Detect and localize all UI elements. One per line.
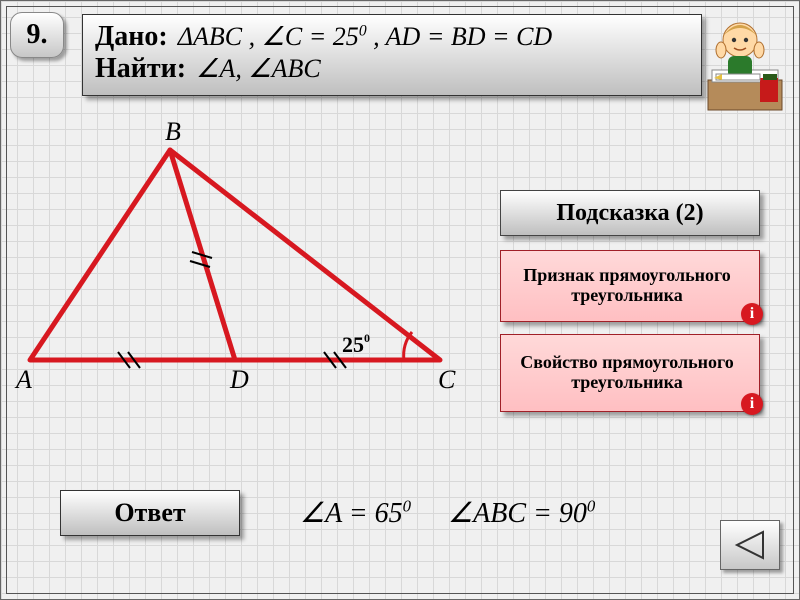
triangle-left-icon bbox=[733, 530, 767, 560]
hint-button[interactable]: Подсказка (2) bbox=[500, 190, 760, 236]
problem-number: 9. bbox=[27, 19, 48, 51]
student-clipart bbox=[700, 8, 790, 118]
find-label: Найти: bbox=[95, 53, 186, 85]
svg-text:250: 250 bbox=[342, 331, 370, 357]
svg-text:C: C bbox=[438, 365, 456, 394]
hint-label: Подсказка (2) bbox=[556, 200, 703, 227]
svg-text:D: D bbox=[229, 365, 249, 394]
triangle-diagram: A B C D 250 bbox=[20, 130, 460, 410]
tip-2[interactable]: Свойство прямоугольного треугольника i bbox=[500, 334, 760, 412]
tip-2-text: Свойство прямоугольного треугольника bbox=[509, 353, 745, 393]
svg-text:A: A bbox=[14, 365, 32, 394]
svg-text:B: B bbox=[165, 117, 181, 146]
prev-button[interactable] bbox=[720, 520, 780, 570]
tip-1[interactable]: Признак прямоугольного треугольника i bbox=[500, 250, 760, 322]
find-math: ∠A, ∠ABC bbox=[196, 54, 321, 84]
answer-a: ∠A = 650 bbox=[300, 498, 411, 529]
info-icon[interactable]: i bbox=[741, 303, 763, 325]
problem-number-badge: 9. bbox=[10, 12, 64, 58]
answer-button[interactable]: Ответ bbox=[60, 490, 240, 536]
answer-label: Ответ bbox=[114, 498, 185, 528]
given-label: Дано: bbox=[95, 21, 168, 53]
tip-1-text: Признак прямоугольного треугольника bbox=[509, 266, 745, 306]
answer-values: ∠A = 650 ∠ABC = 900 bbox=[300, 496, 625, 530]
problem-header: Дано: ΔABC , ∠C = 250 , AD = BD = CD Най… bbox=[82, 14, 702, 96]
answer-abc: ∠ABC = 900 bbox=[448, 498, 595, 529]
info-icon[interactable]: i bbox=[741, 393, 763, 415]
given-math: ΔABC , ∠C = 250 , AD = BD = CD bbox=[178, 22, 552, 52]
